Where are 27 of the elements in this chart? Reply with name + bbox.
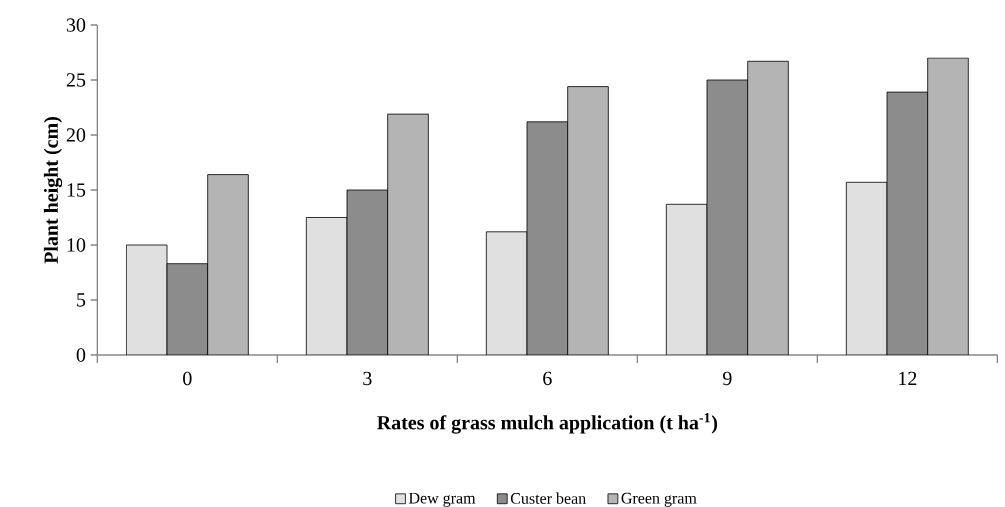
legend-label: Custer bean (510, 492, 586, 504)
y-tick-label: 10 (67, 238, 86, 252)
bar (387, 113, 429, 355)
bar (305, 217, 348, 355)
bar (927, 57, 969, 355)
bar (567, 86, 609, 355)
bar (665, 203, 708, 355)
x-tick-label: 3 (363, 371, 372, 386)
y-tick-label: 0 (76, 348, 86, 362)
bar (747, 60, 789, 355)
x-tick-label: 12 (899, 371, 917, 385)
legend-label: Green gram (621, 492, 697, 507)
bar (845, 181, 888, 355)
x-axis-title: Rates of grass mulch application (t ha$^{-1}$) (377, 413, 718, 434)
y-tick-label: 25 (66, 73, 86, 87)
x-tick-label: 6 (543, 371, 552, 386)
bar (125, 244, 168, 355)
y-tick-label: 30 (66, 18, 86, 32)
bar (485, 231, 528, 355)
x-tick-label: 9 (722, 371, 732, 386)
y-tick-label: 20 (66, 128, 86, 142)
y-tick-label: 5 (77, 293, 86, 307)
y-axis-title: Plant height (cm) (43, 117, 63, 264)
x-tick-label: 0 (183, 371, 192, 386)
bar (207, 174, 249, 355)
legend-label: Dew gram (408, 492, 476, 507)
y-tick-label: 15 (67, 183, 86, 197)
